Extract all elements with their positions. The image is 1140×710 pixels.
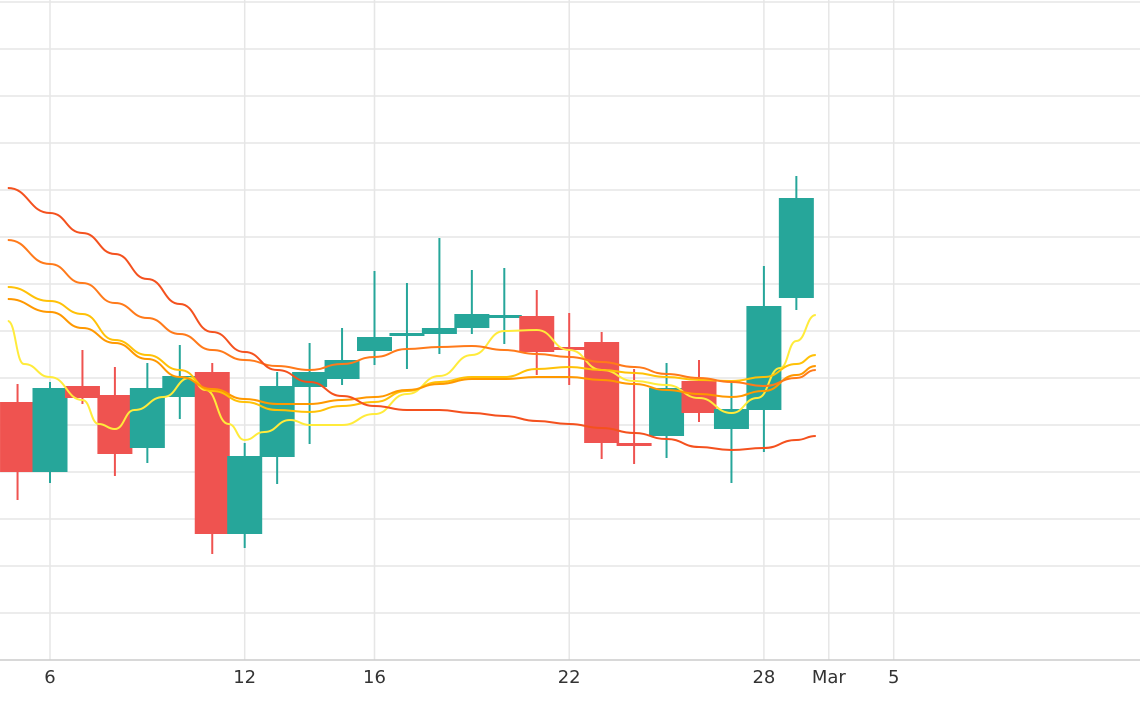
candle-body bbox=[778, 198, 814, 298]
moving-average-lines bbox=[7, 187, 817, 452]
moving-average-line-1 bbox=[7, 314, 817, 442]
candle-down bbox=[194, 363, 230, 554]
candle-up bbox=[421, 238, 457, 354]
candle-body bbox=[551, 347, 587, 350]
moving-average-line-3 bbox=[7, 298, 816, 405]
candle-body bbox=[519, 316, 555, 352]
candle-down bbox=[0, 384, 36, 500]
candle-body bbox=[162, 376, 198, 397]
candle-body bbox=[649, 388, 685, 436]
y-gridlines bbox=[0, 1, 1140, 614]
candle-up bbox=[324, 328, 360, 385]
candle-down bbox=[584, 332, 620, 459]
candle-body bbox=[357, 337, 392, 351]
candles-layer bbox=[0, 176, 814, 554]
candle-body bbox=[486, 315, 522, 318]
candle-up bbox=[227, 443, 263, 548]
x-tick-label: 28 bbox=[752, 667, 775, 688]
x-tick-label: 12 bbox=[233, 667, 256, 688]
candle-up bbox=[292, 343, 328, 444]
candle-body bbox=[454, 314, 490, 328]
candle-body bbox=[421, 328, 457, 334]
candle-body bbox=[64, 386, 100, 398]
x-tick-label: 22 bbox=[558, 667, 581, 688]
candle-down bbox=[97, 367, 133, 476]
candle-up bbox=[649, 363, 685, 458]
candle-up bbox=[389, 283, 425, 369]
candle-body bbox=[713, 409, 749, 429]
candle-body bbox=[227, 456, 263, 534]
candle-body bbox=[0, 402, 36, 472]
x-tick-label: 16 bbox=[363, 667, 386, 688]
candle-down bbox=[519, 290, 555, 375]
x-tick-label: Mar bbox=[812, 667, 847, 688]
candle-body bbox=[616, 443, 652, 446]
candle-body bbox=[32, 388, 68, 472]
candle-up bbox=[486, 268, 522, 344]
candle-down bbox=[681, 360, 717, 422]
moving-average-line-5 bbox=[7, 187, 816, 452]
candle-up bbox=[454, 270, 490, 334]
candle-down bbox=[64, 350, 100, 404]
candle-body bbox=[194, 372, 230, 534]
moving-average-line-4 bbox=[7, 239, 816, 388]
x-tick-label: 6 bbox=[44, 667, 55, 688]
candle-body bbox=[389, 333, 425, 336]
candle-body bbox=[259, 386, 295, 457]
candle-up bbox=[32, 382, 68, 483]
candle-up bbox=[746, 266, 782, 452]
candle-up bbox=[259, 372, 295, 484]
candle-up bbox=[357, 271, 392, 365]
x-tick-labels: 6 12 16 22 28 Mar 5 bbox=[44, 667, 899, 688]
candle-up bbox=[778, 176, 814, 310]
x-tick-label: 5 bbox=[888, 667, 899, 688]
